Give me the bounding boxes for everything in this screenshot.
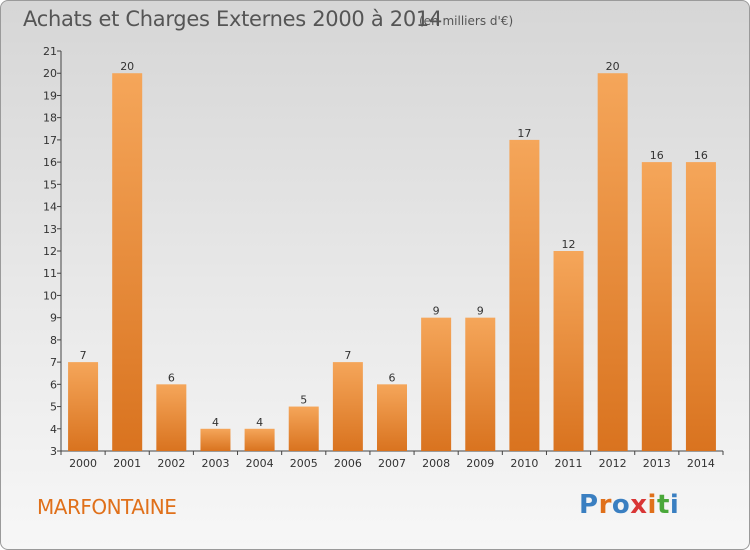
y-tick-label: 8	[50, 334, 57, 347]
y-tick-label: 19	[43, 89, 57, 102]
y-tick-label: 5	[50, 401, 57, 414]
data-label: 6	[168, 371, 175, 384]
y-tick-label: 4	[50, 423, 57, 436]
x-tick-label: 2008	[422, 457, 450, 470]
data-label: 20	[606, 60, 620, 73]
x-tick-label: 2003	[201, 457, 229, 470]
x-tick-label: 2001	[113, 457, 141, 470]
bar	[244, 428, 275, 451]
bar	[465, 317, 496, 451]
y-tick-label: 21	[43, 45, 57, 58]
y-tick-label: 9	[50, 312, 57, 325]
y-tick-label: 3	[50, 445, 57, 458]
x-tick-label: 2005	[290, 457, 318, 470]
y-tick-label: 10	[43, 289, 57, 302]
y-tick-label: 15	[43, 178, 57, 191]
data-label: 4	[212, 416, 219, 429]
bar	[112, 73, 143, 451]
y-tick-label: 17	[43, 134, 57, 147]
x-tick-label: 2012	[599, 457, 627, 470]
y-tick-label: 16	[43, 156, 57, 169]
y-tick-label: 18	[43, 112, 57, 125]
bar	[288, 406, 319, 451]
logo-letter: o	[611, 490, 631, 520]
proxiti-logo[interactable]: Proxiti	[579, 490, 679, 520]
data-label: 9	[477, 305, 484, 318]
x-tick-label: 2010	[510, 457, 538, 470]
logo-letter: x	[630, 490, 648, 520]
x-tick-label: 2014	[687, 457, 715, 470]
data-label: 12	[562, 238, 576, 251]
chart-title: Achats et Charges Externes 2000 à 2014	[23, 7, 443, 31]
data-label: 5	[300, 394, 307, 407]
x-tick-label: 2004	[246, 457, 274, 470]
data-label: 20	[120, 60, 134, 73]
commune-name: MARFONTAINE	[37, 495, 177, 519]
bar	[421, 317, 452, 451]
bar	[156, 384, 187, 451]
y-tick-label: 11	[43, 267, 57, 280]
y-tick-label: 14	[43, 201, 57, 214]
data-label: 4	[256, 416, 263, 429]
bar	[377, 384, 407, 451]
x-tick-label: 2007	[378, 457, 406, 470]
x-tick-label: 2006	[334, 457, 362, 470]
data-label: 9	[433, 305, 440, 318]
data-label: 16	[694, 149, 708, 162]
logo-letter: t	[656, 490, 670, 520]
bar	[509, 139, 540, 451]
y-tick-label: 13	[43, 223, 57, 236]
logo-letter: P	[579, 490, 599, 520]
y-tick-label: 20	[43, 67, 57, 80]
bar	[553, 251, 584, 451]
x-tick-label: 2002	[157, 457, 185, 470]
chart-subtitle: (en milliers d'€)	[419, 14, 514, 28]
logo-letter: r	[598, 490, 612, 520]
x-tick-label: 2011	[555, 457, 583, 470]
x-tick-label: 2013	[643, 457, 671, 470]
bar	[641, 162, 672, 451]
x-tick-label: 2000	[69, 457, 97, 470]
logo-letter: i	[669, 490, 680, 520]
data-label: 6	[389, 371, 396, 384]
bar	[597, 73, 628, 451]
data-label: 7	[344, 349, 351, 362]
bar	[685, 162, 716, 451]
data-label: 16	[650, 149, 664, 162]
y-tick-label: 6	[50, 378, 57, 391]
data-label: 17	[517, 127, 531, 140]
bar	[200, 428, 231, 451]
bar	[68, 362, 99, 451]
data-label: 7	[80, 349, 87, 362]
logo-letter: i	[647, 490, 657, 520]
y-tick-label: 7	[50, 356, 57, 369]
x-tick-label: 2009	[466, 457, 494, 470]
bar	[332, 362, 363, 451]
y-tick-label: 12	[43, 245, 57, 258]
